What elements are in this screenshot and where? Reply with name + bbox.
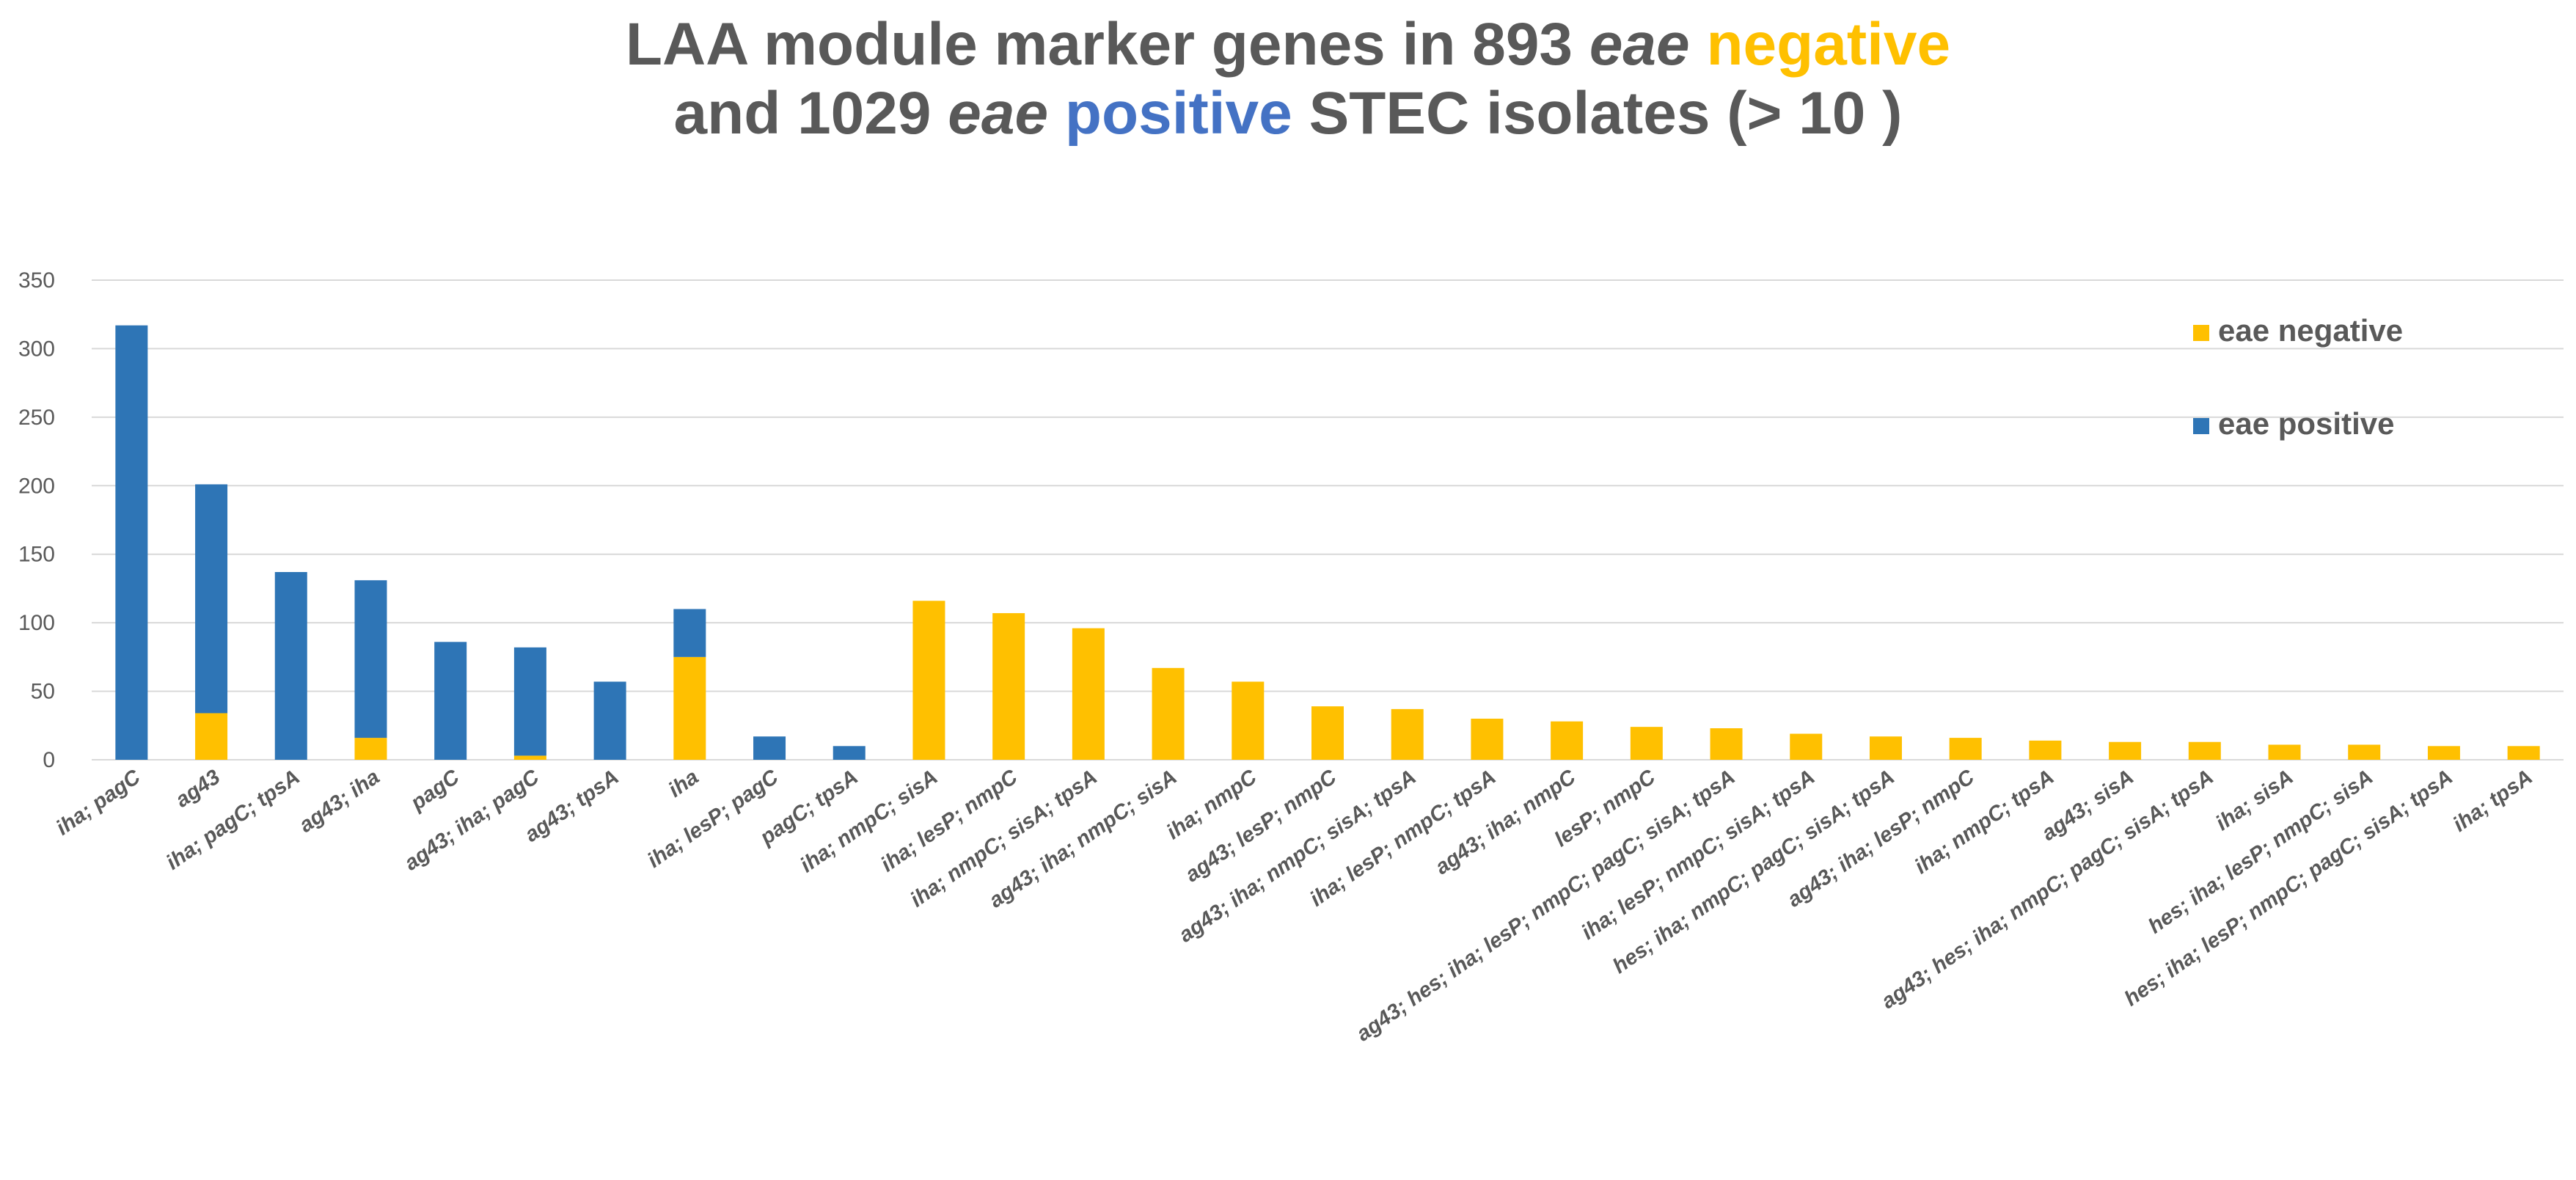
x-tick-label: iha; pagC; tpsA	[162, 766, 304, 875]
bar-segment-eae-negative	[1630, 727, 1663, 760]
bar-segment-eae-negative	[1391, 708, 1424, 760]
bar-segment-eae-negative	[2427, 746, 2460, 760]
title-line-1-prefix: LAA module marker genes in 893	[625, 11, 1589, 78]
title-line-2-eae: eae	[948, 80, 1049, 147]
chart-title-line-2: and 1029 eae positive STEC isolates (> 1…	[0, 84, 2576, 144]
bar-segment-eae-positive	[195, 484, 228, 714]
bar-segment-eae-negative	[2188, 741, 2221, 760]
bar-segment-eae-negative	[513, 755, 546, 760]
x-tick-label: iha; nmpC; tpsA	[1911, 766, 2059, 879]
y-tick-label: 350	[18, 268, 55, 293]
bar-segment-eae-negative	[673, 656, 706, 760]
legend-swatch-eae-negative	[2193, 325, 2209, 341]
x-tick-label: ag43; iha; nmpC	[1431, 765, 1581, 879]
bar-segment-eae-negative	[2507, 746, 2540, 760]
title-positive-word: positive	[1064, 80, 1292, 147]
bar-segment-eae-negative	[195, 713, 228, 760]
bar-segment-eae-negative	[2109, 741, 2142, 760]
y-tick-label: 250	[18, 406, 55, 430]
y-tick-label: 100	[18, 611, 55, 635]
x-tick-label: iha; lesP; pagC	[643, 765, 783, 873]
bar-segment-eae-negative	[992, 613, 1025, 760]
bar-segment-eae-negative	[1471, 718, 1504, 760]
title-negative-word: negative	[1706, 11, 1951, 78]
legend-swatch-eae-positive	[2193, 418, 2209, 434]
y-tick-label: 0	[43, 748, 55, 772]
bar-segment-eae-negative	[354, 738, 387, 760]
bar-segment-eae-positive	[593, 681, 626, 760]
y-tick-label: 200	[18, 474, 55, 498]
title-line-1-eae: eae	[1589, 11, 1690, 78]
bar-segment-eae-positive	[115, 325, 148, 761]
bar-segment-eae-positive	[673, 609, 706, 657]
bar-segment-eae-negative	[1152, 667, 1185, 760]
bar-segment-eae-negative	[1072, 628, 1105, 760]
bar-segment-eae-negative	[912, 601, 945, 760]
bar-segment-eae-negative	[1232, 681, 1265, 760]
bar-segment-eae-negative	[1311, 706, 1344, 760]
bar-segment-eae-negative	[1551, 721, 1584, 760]
x-tick-label: ag43; iha	[295, 766, 384, 838]
bar-segment-eae-positive	[354, 580, 387, 739]
x-tick-label: iha; tpsA	[2449, 766, 2537, 837]
x-tick-label: ag43; iha; pagC	[400, 765, 544, 876]
y-tick-label: 300	[18, 337, 55, 361]
bar-segment-eae-negative	[2029, 740, 2062, 760]
y-tick-label: 50	[31, 680, 55, 704]
title-line-2-prefix: and 1029	[673, 80, 948, 147]
bar-segment-eae-negative	[1710, 728, 1743, 760]
bar-segment-eae-positive	[753, 736, 786, 760]
x-tick-label: hes; iha; nmpC; pagC; sisA; tpsA	[1609, 766, 1899, 979]
bar-segment-eae-negative	[1869, 736, 1902, 760]
bar-segment-eae-positive	[274, 572, 307, 760]
x-tick-label: iha	[665, 766, 703, 802]
legend-label-eae-positive: eae positive	[2218, 406, 2394, 441]
bar-segment-eae-negative	[1790, 733, 1823, 760]
legend-label-eae-negative: eae negative	[2218, 313, 2403, 348]
x-tick-label: iha; pagC	[52, 765, 145, 840]
y-tick-label: 150	[18, 543, 55, 567]
bar-segment-eae-negative	[2348, 744, 2381, 760]
bar-segment-eae-positive	[513, 647, 546, 756]
x-tick-label: ag43	[172, 766, 225, 813]
bar-segment-eae-positive	[833, 746, 866, 760]
x-tick-label: pagC	[406, 765, 464, 816]
x-tick-label: iha; nmpC; sisA	[796, 766, 942, 878]
bar-segment-eae-negative	[2268, 744, 2301, 760]
bar-segment-eae-negative	[1949, 738, 1982, 760]
x-tick-label: iha; lesP; nmpC	[877, 765, 1022, 877]
title-line-2-suffix: STEC isolates (> 10 )	[1292, 80, 1903, 147]
bar-segment-eae-positive	[434, 642, 467, 760]
chart-title-line-1: LAA module marker genes in 893 eae negat…	[0, 15, 2576, 75]
